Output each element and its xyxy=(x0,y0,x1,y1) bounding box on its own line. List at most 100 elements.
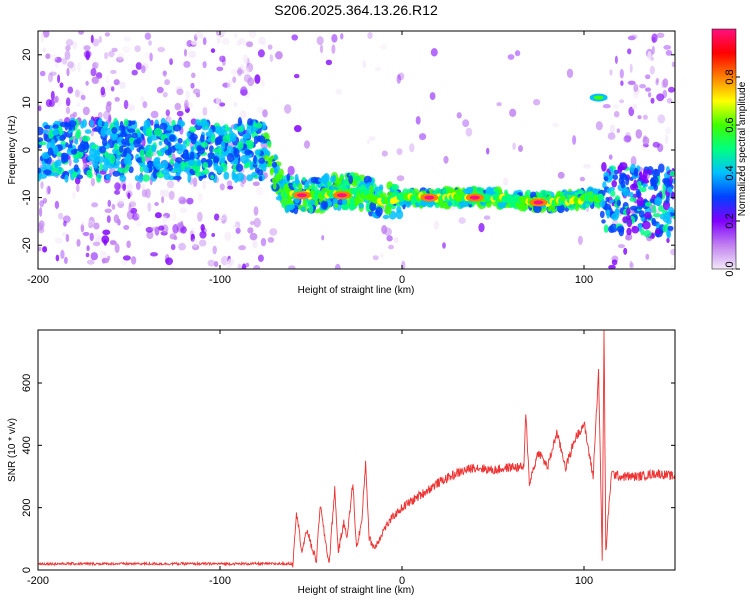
heatmap-cell xyxy=(381,150,388,157)
heatmap-cell xyxy=(304,140,310,149)
heatmap-cell xyxy=(202,107,208,116)
heatmap-cell xyxy=(130,207,138,214)
heatmap-cell xyxy=(153,127,163,137)
heatmap-cell xyxy=(252,240,258,249)
heatmap-cell xyxy=(619,99,625,104)
heatmap-cell xyxy=(419,133,427,141)
heatmap-cell xyxy=(110,69,117,74)
heatmap-cell xyxy=(122,183,127,191)
heatmap-cell xyxy=(603,224,609,233)
heatmap-cell xyxy=(173,161,179,172)
heatmap-cell xyxy=(186,197,194,205)
heatmap-cell xyxy=(83,45,91,51)
heatmap-cell xyxy=(213,261,219,268)
heatmap-cell xyxy=(375,66,382,72)
heatmap-cell xyxy=(629,260,633,268)
heatmap-cell xyxy=(105,103,112,113)
heatmap-cell xyxy=(638,210,645,218)
heatmap-cell xyxy=(190,82,195,89)
heatmap-cell xyxy=(458,217,466,224)
heatmap-cell xyxy=(368,136,376,141)
heatmap-cell xyxy=(304,180,310,189)
heatmap-cell xyxy=(100,127,107,137)
heatmap-cell xyxy=(119,81,126,90)
heatmap-hotspot-core xyxy=(593,95,604,100)
heatmap-cell xyxy=(557,171,565,179)
heatmap-cell xyxy=(367,32,373,39)
heatmap-cell xyxy=(44,124,51,130)
heatmap-cell xyxy=(603,203,612,211)
heatmap-cell xyxy=(176,110,184,117)
heatmap-cell xyxy=(655,80,659,86)
heatmap-cell xyxy=(249,232,258,241)
heatmap-cell xyxy=(129,142,135,151)
heatmap-cell xyxy=(181,198,187,203)
heatmap-cell xyxy=(123,225,130,230)
heatmap-cell xyxy=(629,205,639,211)
heatmap-cell xyxy=(272,182,277,190)
heatmap-cell xyxy=(168,134,176,142)
heatmap-cell xyxy=(272,176,279,184)
heatmap-cell xyxy=(100,86,106,96)
heatmap-cell xyxy=(54,237,63,244)
heatmap-cell xyxy=(82,135,91,142)
heatmap-cell xyxy=(54,95,59,103)
x-tick-label: 0 xyxy=(399,274,405,286)
heatmap-cell xyxy=(507,54,515,60)
heatmap-cell xyxy=(608,264,616,269)
heatmap-cell xyxy=(556,190,561,199)
heatmap-cell xyxy=(366,139,370,144)
heatmap-cell xyxy=(137,212,141,218)
heatmap-cell xyxy=(92,158,99,169)
heatmap-cell xyxy=(197,211,203,222)
heatmap-cell xyxy=(284,204,289,214)
heatmap-cell xyxy=(670,248,675,256)
heatmap-cell xyxy=(614,55,618,64)
heatmap-cell xyxy=(237,141,244,150)
heatmap-cell xyxy=(656,93,665,102)
heatmap-cell xyxy=(242,67,250,77)
heatmap-cell xyxy=(200,141,208,148)
heatmap-cell xyxy=(247,118,253,127)
heatmap-cell xyxy=(185,90,190,100)
heatmap-cell xyxy=(122,45,131,54)
heatmap-cell xyxy=(261,79,265,87)
heatmap-cell xyxy=(190,146,195,151)
heatmap-cell xyxy=(239,110,247,119)
heatmap-cell xyxy=(117,200,125,209)
heatmap-cell xyxy=(113,79,120,86)
heatmap-cell xyxy=(147,202,152,212)
heatmap-cell xyxy=(223,171,230,180)
heatmap-cell xyxy=(388,244,394,250)
heatmap-cell xyxy=(606,187,612,194)
heatmap-cell xyxy=(141,155,146,163)
heatmap-cell xyxy=(72,191,76,200)
heatmap-cell xyxy=(269,228,278,236)
heatmap-cell xyxy=(161,159,169,169)
heatmap-cell xyxy=(258,175,263,182)
heatmap-cell xyxy=(577,235,583,245)
heatmap-cell xyxy=(148,166,153,173)
heatmap-cell xyxy=(219,31,224,38)
heatmap-cell xyxy=(141,63,149,71)
heatmap-cell xyxy=(335,263,341,269)
heatmap-cell xyxy=(230,68,239,76)
heatmap-cell xyxy=(189,126,197,133)
heatmap-cell xyxy=(76,174,84,180)
heatmap-cell xyxy=(636,196,645,207)
heatmap-cell xyxy=(129,137,134,145)
heatmap-cell xyxy=(662,224,668,233)
heatmap-cell xyxy=(624,132,631,142)
heatmap-cell xyxy=(253,265,261,269)
heatmap-cell xyxy=(656,32,665,38)
heatmap-cell xyxy=(45,53,51,59)
heatmap-cell xyxy=(111,47,118,53)
heatmap-cell xyxy=(87,154,96,162)
heatmap-cell xyxy=(486,147,490,155)
heatmap-cell xyxy=(155,162,164,170)
heatmap-cell xyxy=(72,41,78,50)
heatmap-cell xyxy=(192,244,200,251)
spectrogram-heatmap xyxy=(38,31,675,269)
heatmap-cell xyxy=(349,198,355,203)
heatmap-cell xyxy=(253,154,257,165)
